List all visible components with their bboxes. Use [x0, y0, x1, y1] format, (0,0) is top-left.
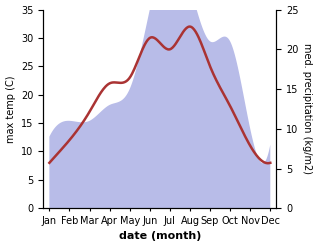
Y-axis label: max temp (C): max temp (C)	[5, 75, 16, 143]
X-axis label: date (month): date (month)	[119, 231, 201, 242]
Y-axis label: med. precipitation (kg/m2): med. precipitation (kg/m2)	[302, 43, 313, 174]
